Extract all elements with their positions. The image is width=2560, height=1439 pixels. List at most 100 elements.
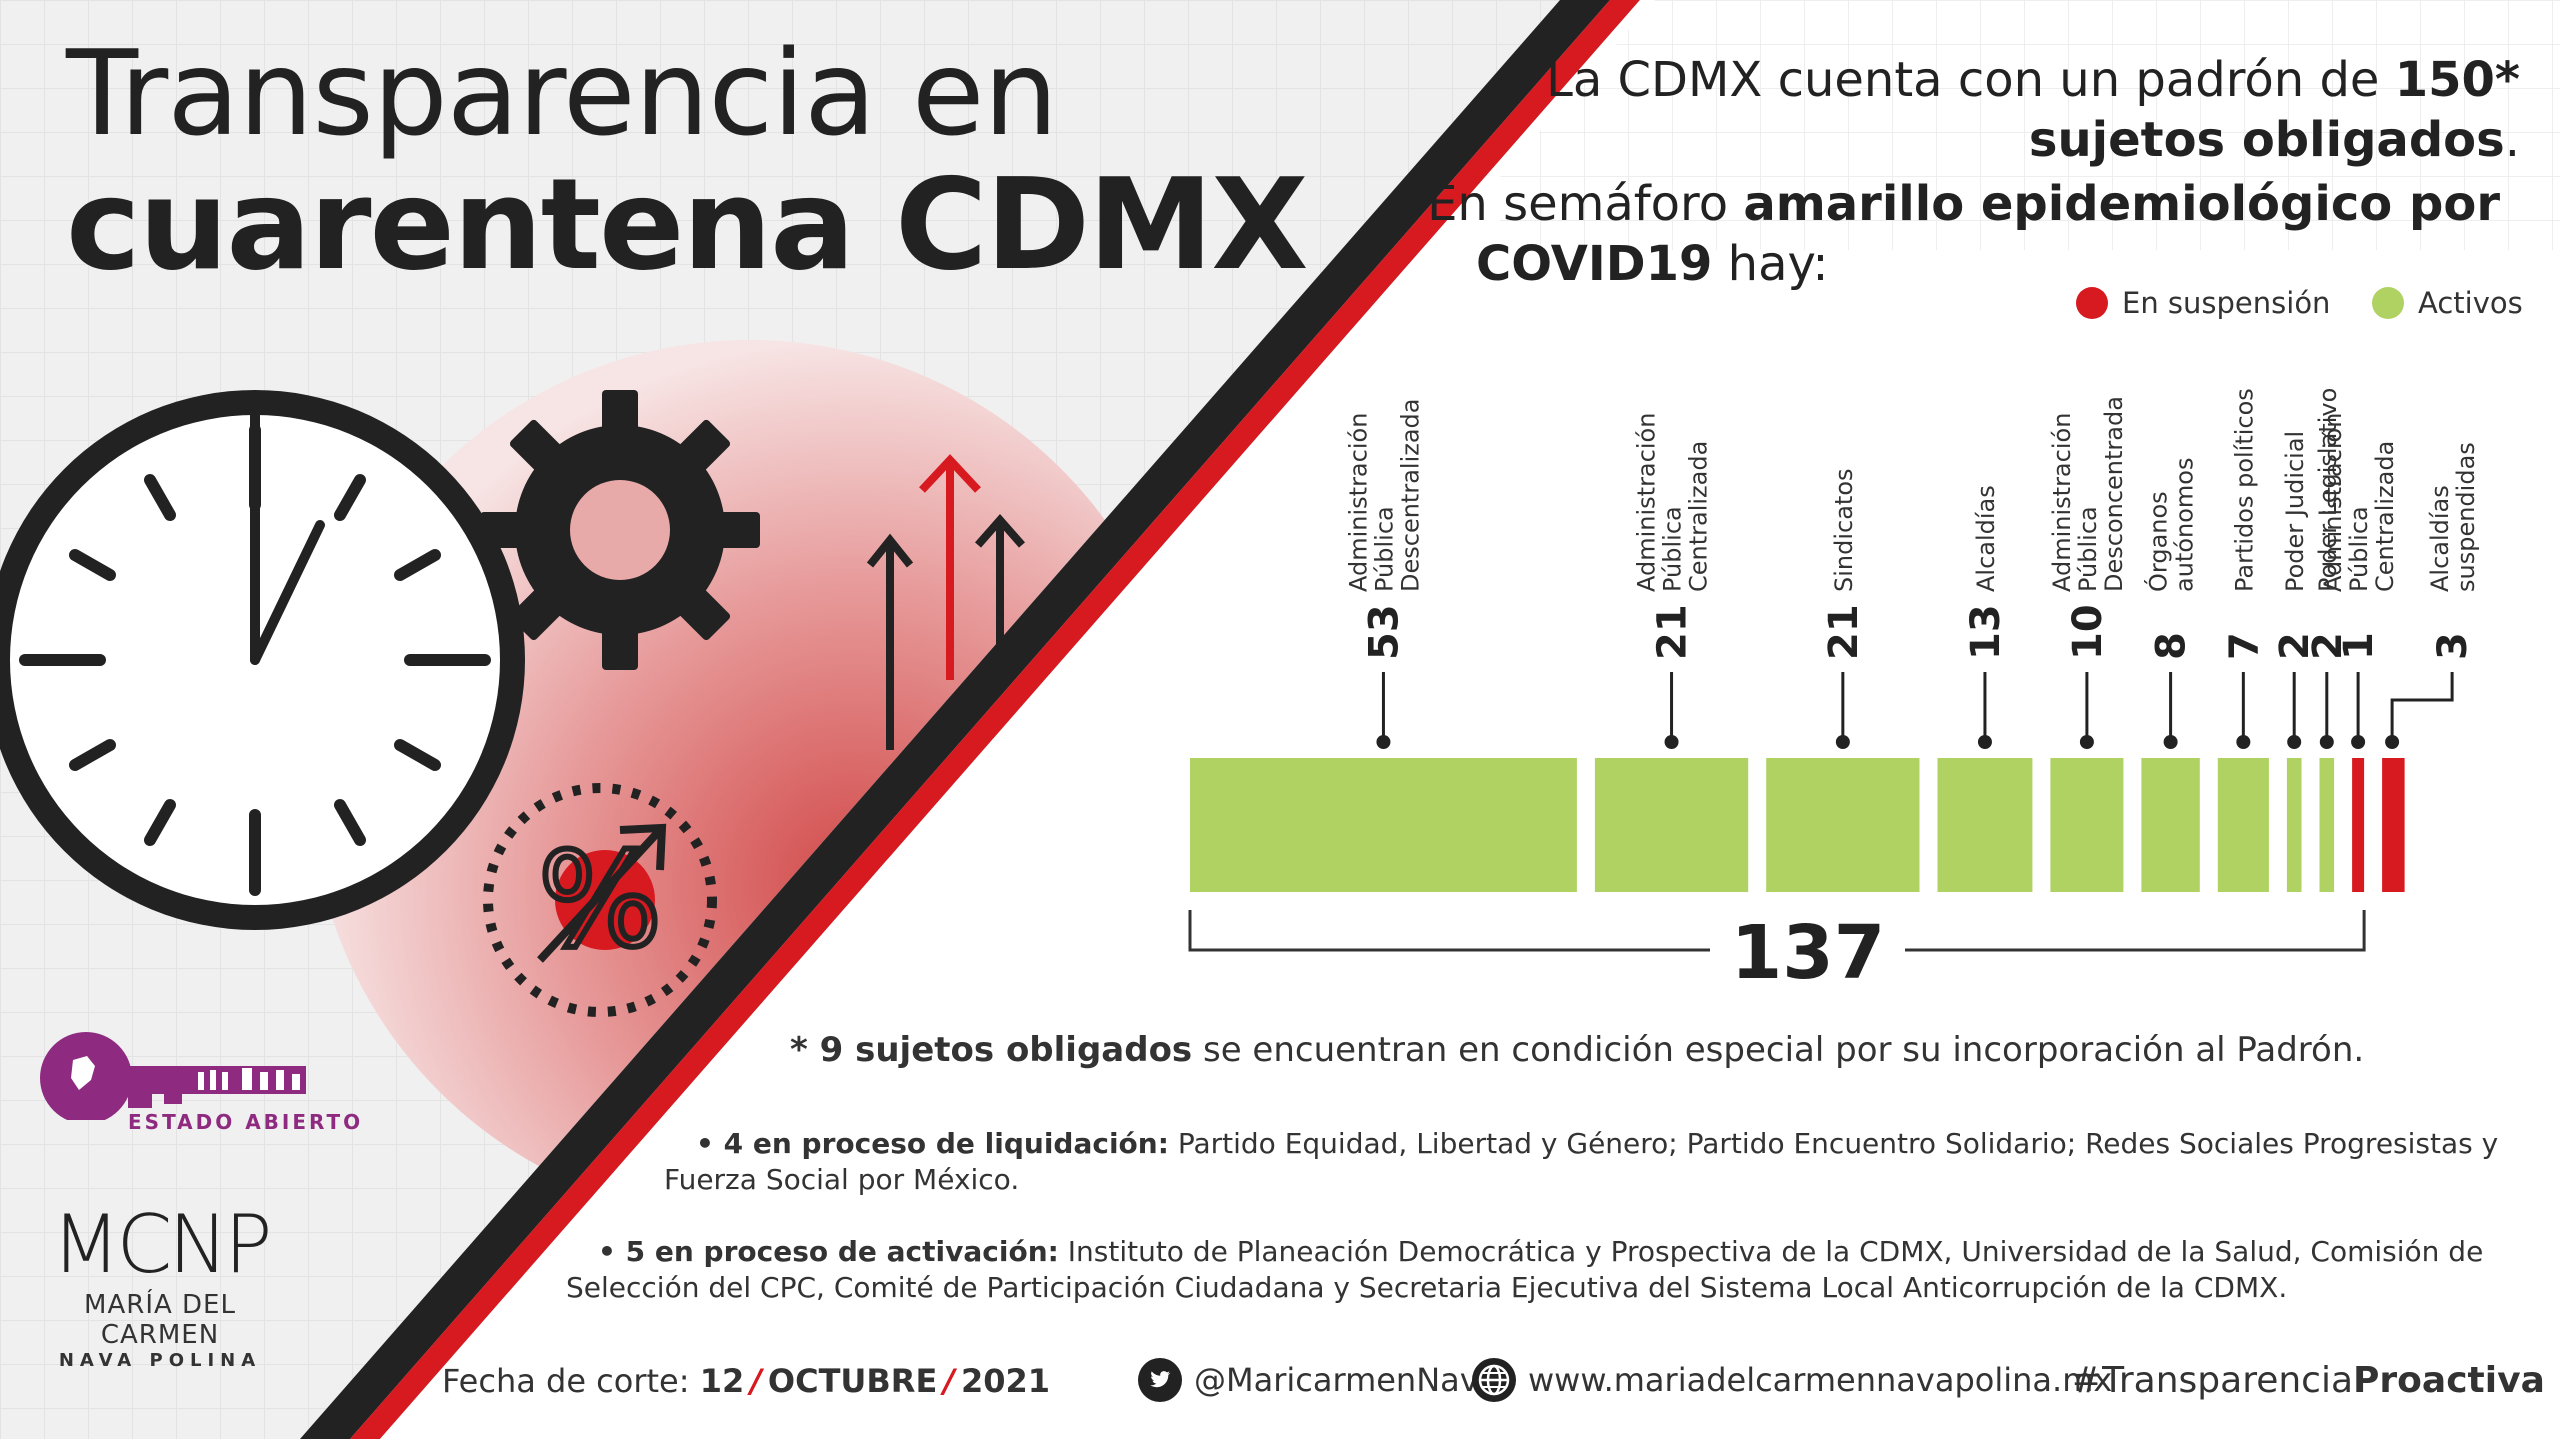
legend-dot-active [2372, 287, 2404, 319]
note-main-rest: se encuentran en condición especial por … [1192, 1030, 2365, 1070]
leader-dot-2 [1835, 735, 1850, 749]
legend-label-suspended: En suspensión [2122, 286, 2331, 320]
category-label-0-2: Descentralizada [1396, 399, 1424, 593]
intro-l3-bold: amarillo epidemiológico por [1743, 176, 2500, 232]
category-label-9-1: Pública [2345, 506, 2373, 592]
value-label-1: 21 [1650, 604, 1696, 660]
value-label-4: 10 [2065, 604, 2111, 660]
leader-dot-1 [1664, 735, 1679, 749]
bar-3 [1937, 758, 2033, 892]
intro-l4-post: hay: [1712, 236, 1829, 292]
clock-icon [0, 390, 525, 930]
bar-1 [1594, 758, 1749, 892]
leader-dot-5 [2163, 735, 2178, 749]
category-label-4-2: Desconcentrada [2100, 396, 2128, 592]
brand-surname: NAVA POLINA [58, 1350, 262, 1371]
category-label-4-1: Pública [2074, 506, 2102, 592]
note-main: * 9 sujetos obligados se encuentran en c… [790, 1030, 2364, 1070]
category-label-1-1: Pública [1659, 506, 1687, 592]
hashtag-bold: Proactiva [2353, 1360, 2545, 1401]
date-day: 12 [699, 1362, 745, 1400]
value-label-2: 21 [1821, 604, 1867, 660]
total-bracket-right [1905, 910, 2366, 952]
category-label-5-0: Órganos [2143, 491, 2173, 592]
intro-text-3: COVID19 hay: [1476, 234, 1829, 294]
value-label-3: 13 [1963, 604, 2009, 660]
arrows-up-icon [866, 454, 1026, 750]
percent-icon: % [483, 783, 717, 1017]
intro-l1-bold: 150* [2394, 52, 2520, 108]
bar-2 [1766, 758, 1920, 892]
note-act-bold: • 5 en proceso de activación: [598, 1235, 1059, 1268]
twitter-icon [1138, 1358, 1182, 1402]
hashtag: #TransparenciaProactiva [2072, 1360, 2545, 1401]
value-label-0: 53 [1361, 604, 1407, 660]
category-label-9-2: Centralizada [2371, 441, 2399, 592]
category-label-2-0: Sindicatos [1830, 468, 1858, 592]
category-label-7-0: Poder Judicial [2281, 431, 2309, 592]
bar-4 [2050, 758, 2124, 892]
leader-dot-10 [2385, 735, 2400, 749]
website-link[interactable]: www.mariadelcarmennavapolina.mx [1472, 1358, 2112, 1402]
category-label-0-0: Administración [1344, 413, 1372, 592]
total-bracket-left [1188, 910, 1710, 952]
leader-dot-3 [1977, 735, 1992, 749]
category-label-10-0: Alcaldías [2426, 485, 2454, 592]
leader-10 [2390, 672, 2454, 740]
total-label: 137 [1731, 910, 1885, 996]
gear-icon [480, 390, 760, 670]
page-title-line1: Transparencia en [66, 24, 1058, 162]
intro-l4-bold: COVID19 [1476, 236, 1713, 292]
brand-name: MARÍA DEL CARMEN [84, 1290, 236, 1350]
brand-block: MCNP MARÍA DEL CARMEN NAVA POLINA [30, 1198, 290, 1372]
category-label-6-0: Partidos políticos [2230, 388, 2258, 592]
value-label-7: 2 [2272, 632, 2318, 660]
date-label: Fecha de corte: [442, 1362, 690, 1400]
leader-dot-6 [2236, 735, 2251, 749]
intro-l1-pre: La CDMX cuenta con un padrón de [1546, 52, 2395, 108]
value-label-10: 3 [2430, 632, 2476, 660]
twitter-handle[interactable]: @MaricarmenNava [1138, 1358, 1498, 1402]
intro-l3-pre: En semáforo [1427, 176, 1744, 232]
legend-label-active: Activos [2418, 286, 2523, 320]
date-slash-1: / [750, 1362, 762, 1400]
category-label-10-1: suspendidas [2452, 442, 2480, 592]
note-act-rest: Instituto de Planeación Democrática y Pr… [566, 1235, 2484, 1304]
note-liq-rest: Partido Equidad, Libertad y Género; Part… [664, 1127, 2499, 1196]
leader-dot-0 [1376, 735, 1391, 749]
bar-10 [2382, 758, 2405, 892]
value-label-5: 8 [2149, 632, 2195, 660]
bar-0 [1190, 758, 1577, 892]
note-main-bold: * 9 sujetos obligados [790, 1030, 1193, 1070]
note-liq-bold: • 4 en proceso de liquidación: [696, 1127, 1169, 1160]
estado-abierto-text: ESTADO ABIERTO [128, 1110, 364, 1134]
category-label-8-0: Poder Legislativo [2314, 388, 2342, 592]
intro-text-2: En semáforo amarillo epidemiológico por [1320, 174, 2500, 234]
cutoff-date: Fecha de corte: 12/OCTUBRE/2021 [442, 1362, 1050, 1400]
legend-active: Activos [2372, 286, 2523, 320]
category-label-4-0: Administración [2048, 413, 2076, 592]
leader-dot-9 [2351, 735, 2366, 749]
date-month: OCTUBRE [767, 1362, 938, 1400]
leader-dot-4 [2079, 735, 2094, 749]
value-label-8: 2 [2305, 632, 2351, 660]
legend-suspended: En suspensión [2076, 286, 2330, 320]
note-activation: • 5 en proceso de activación: Instituto … [566, 1234, 2526, 1306]
category-label-1-2: Centralizada [1685, 441, 1713, 592]
category-label-3-0: Alcaldías [1972, 485, 2000, 592]
hashtag-pre: #Transparencia [2072, 1360, 2354, 1401]
key-logo-icon [40, 1032, 306, 1124]
website-text: www.mariadelcarmennavapolina.mx [1528, 1361, 2113, 1399]
stacked-bar-chart: 53AdministraciónPúblicaDescentralizada21… [1188, 388, 2480, 996]
brand-monogram: MCNP [51, 1198, 273, 1291]
bar-7 [2286, 758, 2302, 892]
legend-dot-suspended [2076, 287, 2108, 319]
intro-text: La CDMX cuenta con un padrón de 150* suj… [1400, 50, 2520, 170]
bar-5 [2141, 758, 2200, 892]
category-label-0-1: Pública [1370, 506, 1398, 592]
leader-dot-7 [2287, 735, 2302, 749]
date-slash-2: / [943, 1362, 955, 1400]
date-year: 2021 [960, 1362, 1051, 1400]
estado-abierto-logo: ESTADO ABIERTO [38, 1030, 360, 1140]
